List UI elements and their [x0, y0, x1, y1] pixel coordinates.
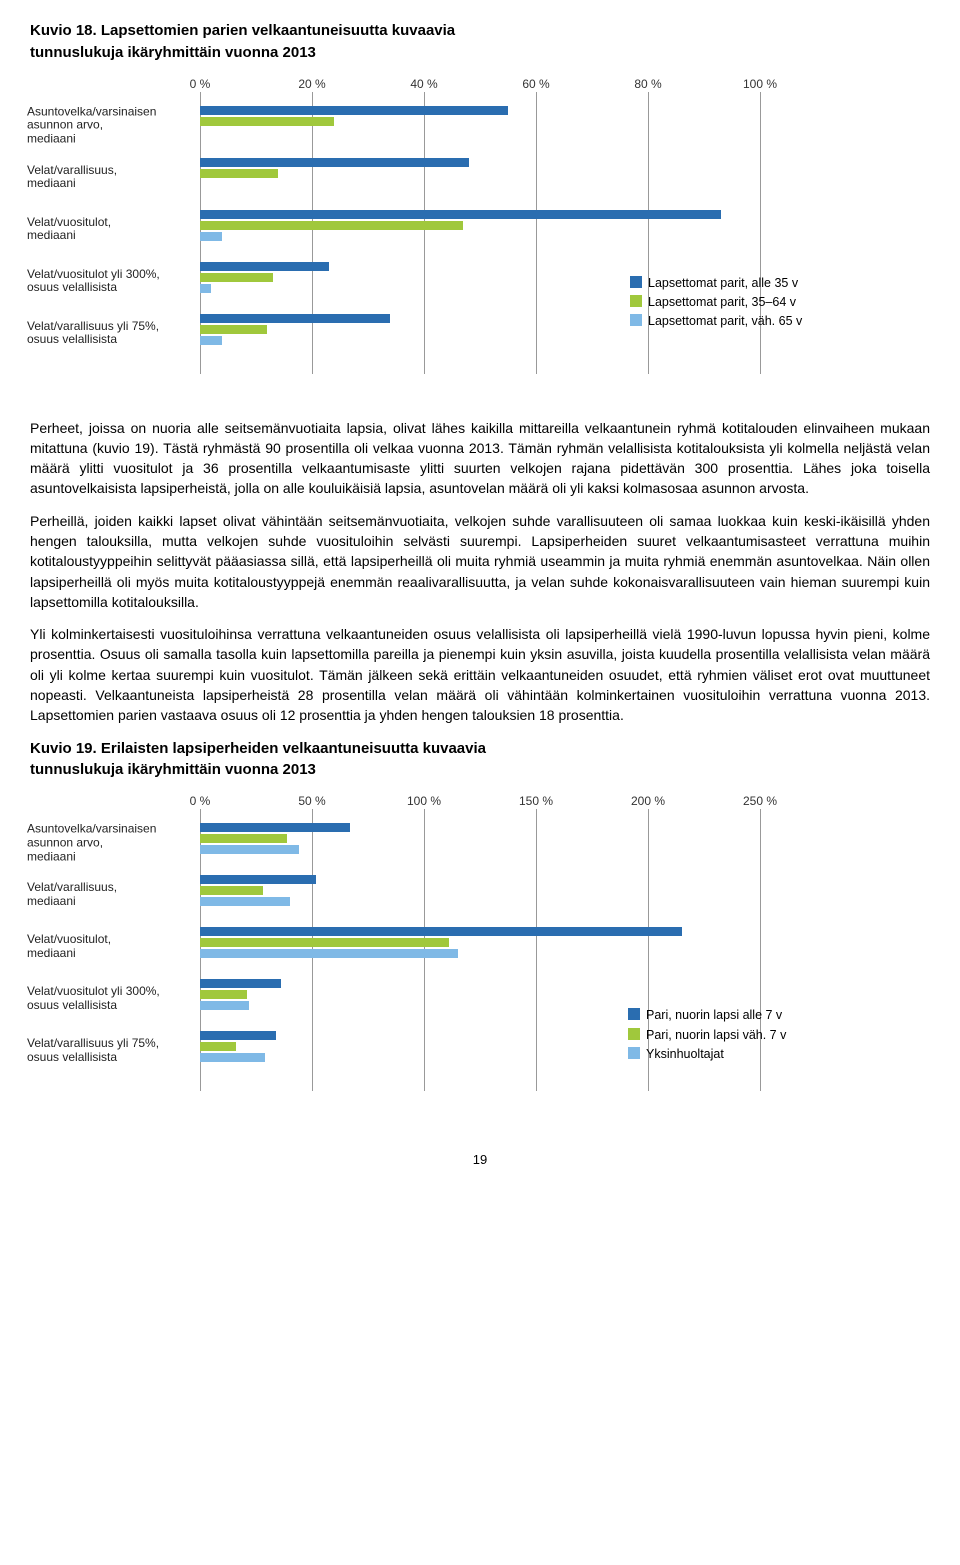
- fig2-chart: 0 % 50 % 100 % 150 % 200 % 250 % Asuntovelka/v…: [30, 791, 810, 1111]
- category-label: Velat/vuositulot yli 300%,osuus velallis…: [27, 985, 200, 1013]
- legend-swatch: [628, 1008, 640, 1020]
- figure-19: Kuvio 19. Erilaisten lapsiperheiden velk…: [30, 738, 930, 1112]
- bar: [200, 232, 222, 241]
- bar: [200, 336, 222, 345]
- category-label: Velat/vuositulot,mediaani: [27, 933, 200, 961]
- category-label: Asuntovelka/varsinaisen asunnon arvo,med…: [27, 822, 200, 863]
- paragraph-1: Perheet, joissa on nuoria alle seitsemän…: [30, 418, 930, 499]
- x-tick-label: 200 %: [631, 793, 665, 810]
- x-tick-label: 80 %: [634, 76, 661, 93]
- bar: [200, 1053, 265, 1062]
- legend-label: Pari, nuorin lapsi alle 7 v: [646, 1008, 782, 1022]
- bar: [200, 273, 273, 282]
- fig2-title-b: tunnuslukuja ikäryhmittäin vuonna 2013: [30, 761, 316, 778]
- legend-label: Lapsettomat parit, alle 35 v: [648, 276, 798, 290]
- legend-item: Lapsettomat parit, 35–64 v: [630, 293, 802, 312]
- bar: [200, 117, 334, 126]
- legend-label: Lapsettomat parit, väh. 65 v: [648, 314, 802, 328]
- category-group: Asuntovelka/varsinaisen asunnon arvo,med…: [200, 100, 760, 152]
- bar: [200, 886, 263, 895]
- legend-label: Lapsettomat parit, 35–64 v: [648, 295, 796, 309]
- bar: [200, 897, 290, 906]
- category-label: Asuntovelka/varsinaisen asunnon arvo,med…: [27, 105, 200, 146]
- bar: [200, 834, 287, 843]
- page-number: 19: [30, 1151, 930, 1170]
- x-tick-label: 0 %: [190, 793, 211, 810]
- fig1-title: Kuvio 18. Lapsettomien parien velkaantun…: [30, 20, 930, 64]
- bar: [200, 990, 247, 999]
- x-tick-label: 20 %: [298, 76, 325, 93]
- x-tick-label: 100 %: [407, 793, 441, 810]
- legend-swatch: [628, 1028, 640, 1040]
- bar: [200, 210, 721, 219]
- bar: [200, 979, 281, 988]
- legend-label: Yksinhuoltajat: [646, 1047, 724, 1061]
- bar: [200, 949, 458, 958]
- bar: [200, 262, 329, 271]
- x-tick-label: 100 %: [743, 76, 777, 93]
- fig2-title: Kuvio 19. Erilaisten lapsiperheiden velk…: [30, 738, 930, 782]
- bar: [200, 314, 390, 323]
- bar: [200, 106, 508, 115]
- category-group: Asuntovelka/varsinaisen asunnon arvo,med…: [200, 817, 760, 869]
- legend-swatch: [630, 314, 642, 326]
- fig1-title-b: tunnuslukuja ikäryhmittäin vuonna 2013: [30, 44, 316, 61]
- bar: [200, 845, 299, 854]
- fig1-chart: 0 % 20 % 40 % 60 % 80 % 100 % Asuntovelka/vars…: [30, 74, 810, 394]
- legend-swatch: [630, 276, 642, 288]
- legend-item: Pari, nuorin lapsi väh. 7 v: [628, 1026, 786, 1045]
- bar: [200, 325, 267, 334]
- bar: [200, 221, 463, 230]
- bar: [200, 158, 469, 167]
- legend-label: Pari, nuorin lapsi väh. 7 v: [646, 1028, 786, 1042]
- legend-item: Lapsettomat parit, alle 35 v: [630, 274, 802, 293]
- legend-swatch: [628, 1047, 640, 1059]
- category-label: Velat/varallisuus yli 75%,osuus velallis…: [27, 320, 200, 348]
- x-tick-label: 250 %: [743, 793, 777, 810]
- figure-18: Kuvio 18. Lapsettomien parien velkaantun…: [30, 20, 930, 394]
- category-label: Velat/vuositulot,mediaani: [27, 216, 200, 244]
- x-tick-label: 0 %: [190, 76, 211, 93]
- category-group: Velat/varallisuus,mediaani: [200, 152, 760, 204]
- bar: [200, 823, 350, 832]
- paragraph-3: Yli kolminkertaisesti vuosituloihinsa ve…: [30, 624, 930, 725]
- bar: [200, 938, 449, 947]
- x-tick-label: 150 %: [519, 793, 553, 810]
- x-tick-label: 50 %: [298, 793, 325, 810]
- category-group: Velat/vuositulot,mediaani: [200, 921, 760, 973]
- bar: [200, 1001, 249, 1010]
- fig1-title-a: Kuvio 18. Lapsettomien parien velkaantun…: [30, 22, 455, 39]
- bar: [200, 927, 682, 936]
- legend-item: Lapsettomat parit, väh. 65 v: [630, 312, 802, 331]
- legend-swatch: [630, 295, 642, 307]
- legend-item: Pari, nuorin lapsi alle 7 v: [628, 1006, 786, 1025]
- category-label: Velat/varallisuus yli 75%,osuus velallis…: [27, 1037, 200, 1065]
- category-group: Velat/varallisuus,mediaani: [200, 869, 760, 921]
- fig2-title-a: Kuvio 19. Erilaisten lapsiperheiden velk…: [30, 740, 486, 757]
- x-tick-label: 60 %: [522, 76, 549, 93]
- bar: [200, 875, 316, 884]
- legend: Lapsettomat parit, alle 35 v Lapsettomat …: [630, 274, 802, 332]
- category-group: Velat/vuositulot,mediaani: [200, 204, 760, 256]
- paragraph-2: Perheillä, joiden kaikki lapset olivat v…: [30, 511, 930, 612]
- bar: [200, 169, 278, 178]
- category-label: Velat/varallisuus,mediaani: [27, 164, 200, 192]
- legend: Pari, nuorin lapsi alle 7 v Pari, nuorin …: [628, 1006, 786, 1064]
- bar: [200, 1031, 276, 1040]
- x-tick-label: 40 %: [410, 76, 437, 93]
- bar: [200, 1042, 236, 1051]
- category-label: Velat/vuositulot yli 300%,osuus velallis…: [27, 268, 200, 296]
- category-label: Velat/varallisuus,mediaani: [27, 881, 200, 909]
- legend-item: Yksinhuoltajat: [628, 1045, 786, 1064]
- bar: [200, 284, 211, 293]
